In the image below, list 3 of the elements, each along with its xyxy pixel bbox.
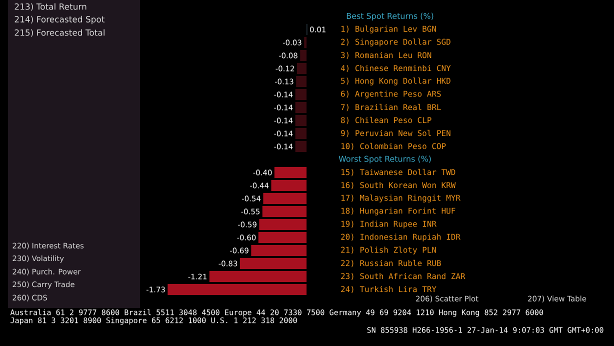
text: 213) Total Return bbox=[14, 3, 86, 11]
text: 214) Forecasted Spot bbox=[14, 16, 105, 24]
text: 215) Forecasted Total bbox=[14, 29, 104, 37]
